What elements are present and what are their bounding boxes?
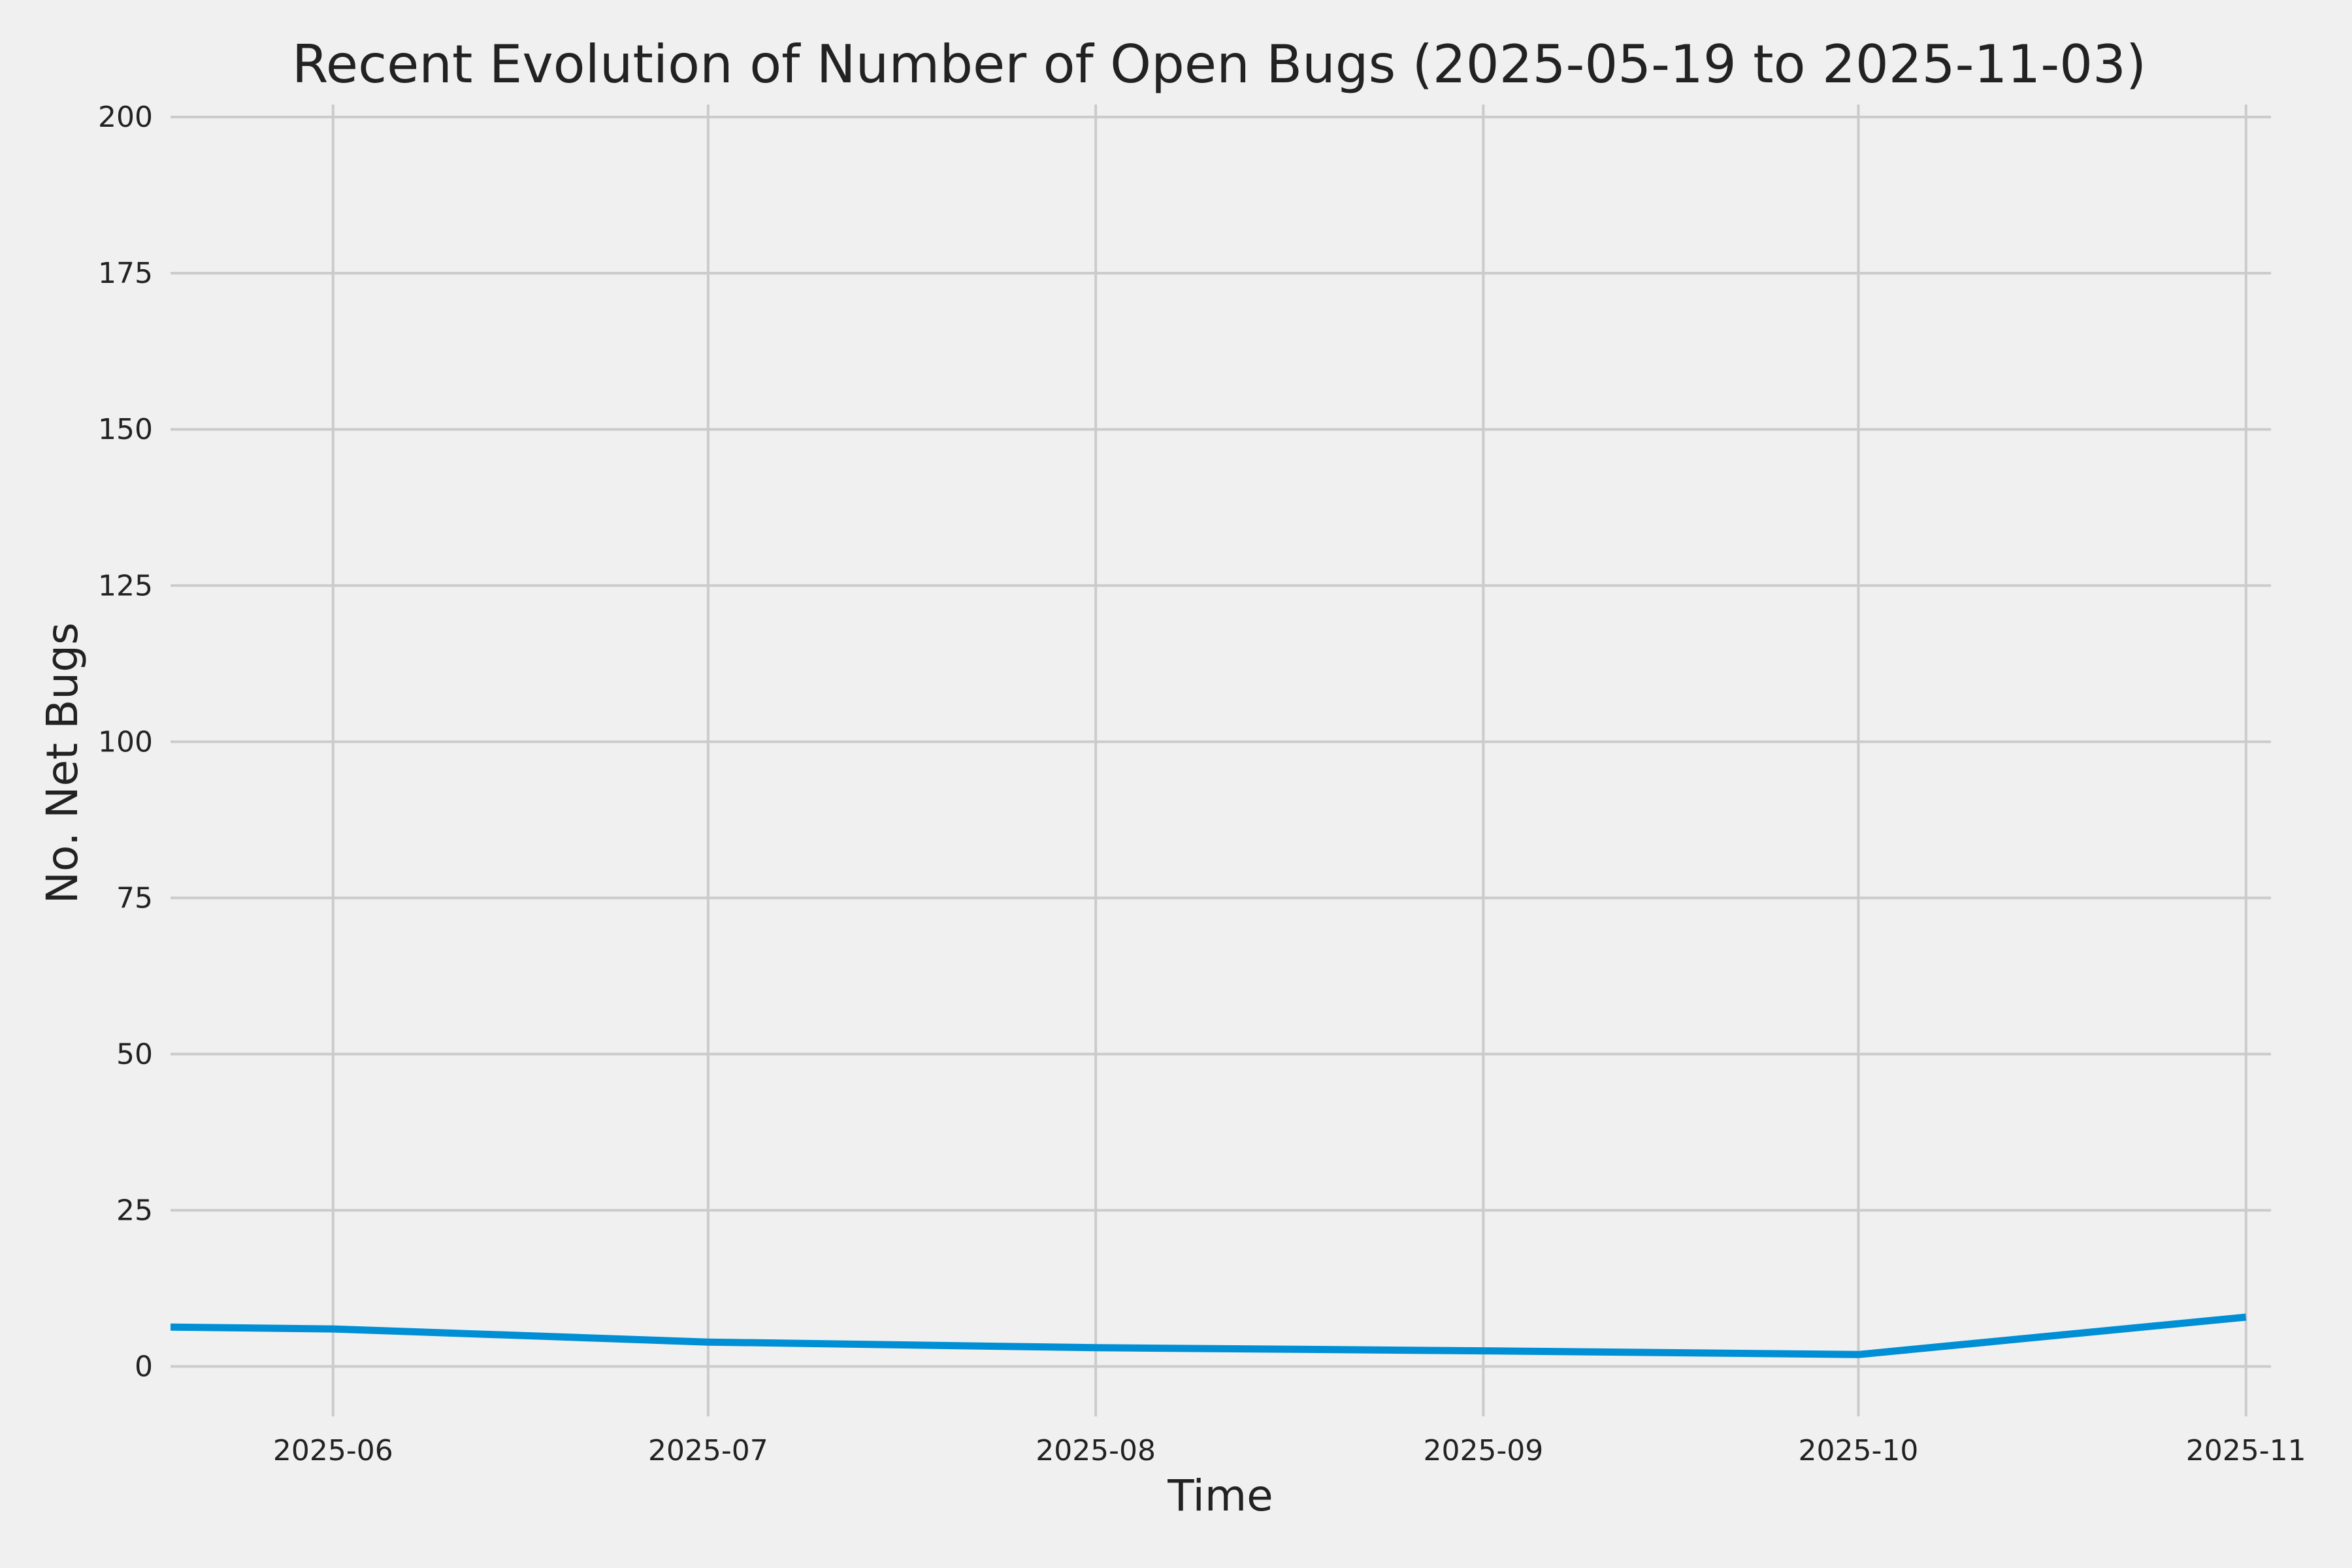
y-tick-label: 200 <box>98 101 153 134</box>
x-tick-label: 2025-07 <box>648 1434 768 1467</box>
series-line-open-bugs <box>170 1313 2247 1358</box>
y-tick-label: 150 <box>98 413 153 446</box>
y-grid <box>171 116 2271 1368</box>
y-tick-label: 75 <box>116 881 153 915</box>
x-tick-label: 2025-08 <box>1036 1434 1156 1467</box>
y-tick-label: 175 <box>98 257 153 290</box>
y-tick-label: 100 <box>98 725 153 759</box>
y-tick-labels: 0 25 50 75 100 125 150 175 200 <box>98 101 153 1383</box>
series-layer <box>170 1313 2247 1358</box>
y-tick-label: 0 <box>135 1350 153 1384</box>
x-tick-labels: 2025-06 2025-07 2025-08 2025-09 2025-10 2025-… <box>273 1434 2306 1467</box>
y-tick-label: 50 <box>116 1037 153 1071</box>
x-axis-label: Time <box>1167 1471 1273 1521</box>
x-tick-label: 2025-10 <box>1799 1434 1919 1467</box>
x-tick-label: 2025-11 <box>2186 1434 2306 1467</box>
chart-title: Recent Evolution of Number of Open Bugs … <box>292 34 2146 95</box>
y-tick-label: 25 <box>116 1194 153 1227</box>
x-tick-label: 2025-09 <box>1423 1434 1543 1467</box>
x-tick-label: 2025-06 <box>273 1434 393 1467</box>
x-grid <box>331 105 2247 1416</box>
y-axis-label: No. Net Bugs <box>37 623 88 904</box>
y-tick-label: 125 <box>98 569 153 602</box>
